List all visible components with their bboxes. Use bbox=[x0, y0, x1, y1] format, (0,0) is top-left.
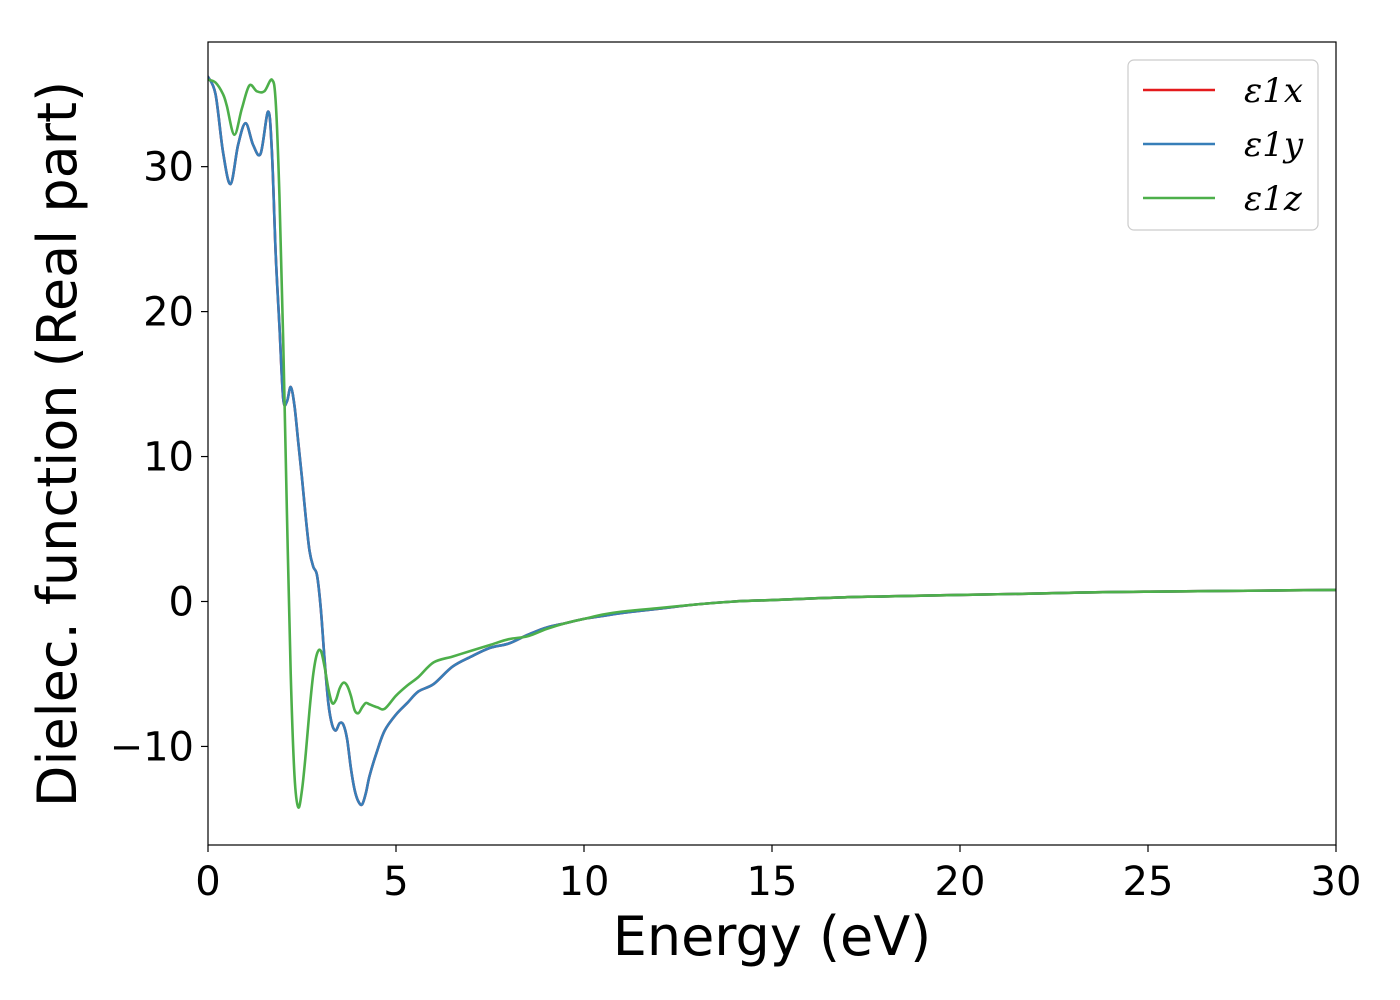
y-tick-label: 30 bbox=[143, 145, 194, 191]
y-tick-label: 20 bbox=[143, 290, 194, 336]
series-layer bbox=[208, 75, 1336, 809]
legend-label: ε1x bbox=[1244, 71, 1303, 111]
x-tick-label: 15 bbox=[747, 859, 798, 905]
x-tick-label: 25 bbox=[1123, 859, 1174, 905]
x-axis: 0 5 10 15 20 25 30 bbox=[195, 845, 1361, 905]
series-line-3 bbox=[208, 78, 1336, 809]
y-tick-label: 10 bbox=[143, 435, 194, 481]
x-tick-label: 20 bbox=[935, 859, 986, 905]
y-tick-label: −10 bbox=[110, 724, 194, 770]
x-tick-label: 30 bbox=[1311, 859, 1362, 905]
y-axis: −10 0 10 20 30 bbox=[110, 145, 208, 770]
y-axis-title: Dielec. function (Real part) bbox=[26, 81, 89, 807]
x-tick-label: 0 bbox=[195, 859, 220, 905]
legend-label: ε1y bbox=[1244, 125, 1304, 165]
legend-box bbox=[1127, 59, 1319, 231]
x-tick-label: 10 bbox=[559, 859, 610, 905]
legend-label: ε1z bbox=[1244, 179, 1303, 219]
y-tick-label: 0 bbox=[169, 579, 194, 625]
legend: ε1x ε1y ε1z bbox=[1127, 59, 1319, 231]
x-tick-label: 5 bbox=[383, 859, 408, 905]
x-axis-title: Energy (eV) bbox=[613, 905, 932, 968]
